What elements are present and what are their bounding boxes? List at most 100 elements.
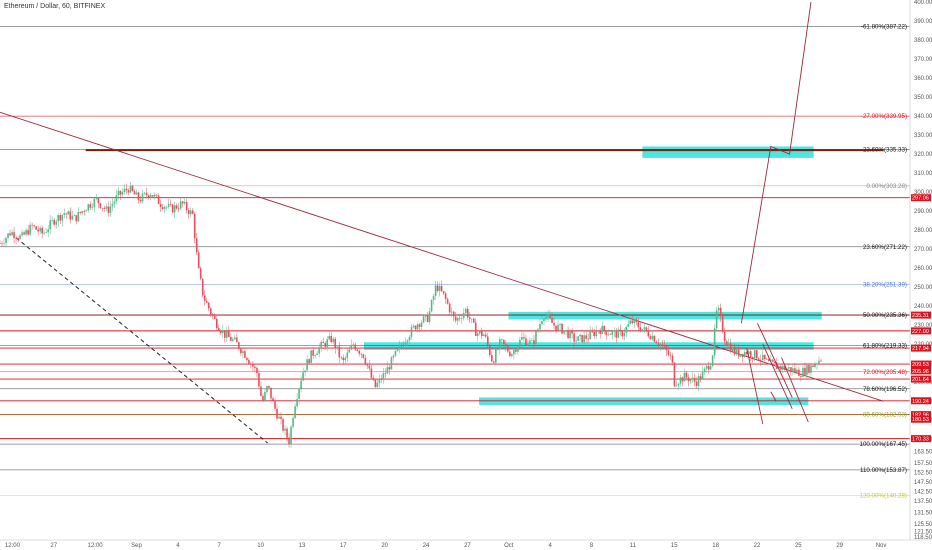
candle-body	[222, 330, 224, 333]
time-tick-label: 17	[340, 543, 347, 549]
time-tick-label: 10	[257, 543, 264, 549]
candle-body	[147, 195, 150, 198]
candle-body	[133, 190, 136, 195]
price-tick-label: 300.00	[914, 190, 932, 196]
time-tick-label: 27	[50, 543, 57, 549]
candle-body	[651, 335, 654, 340]
candle-body	[266, 385, 268, 392]
fib-level-label: 0.00%(303.28)	[866, 183, 907, 190]
candle-body	[643, 327, 646, 330]
candle-body	[420, 322, 423, 327]
candle-body	[547, 314, 549, 317]
candle-body	[557, 324, 559, 331]
time-tick-label: 22	[754, 543, 761, 549]
candle-body	[258, 373, 260, 387]
time-tick-label: 12:00	[5, 543, 21, 549]
candle-body	[209, 308, 212, 315]
price-tick-label: 340.00	[914, 114, 932, 120]
price-tag	[911, 411, 931, 419]
candle-body	[527, 343, 529, 346]
candle-body	[213, 315, 216, 319]
candle-body	[607, 334, 610, 336]
price-tick-label: 320.00	[914, 152, 932, 158]
price-tag-label: 217.94	[912, 346, 929, 352]
candle-body	[380, 378, 383, 380]
candle-body	[282, 418, 284, 431]
fib-level-label: 78.60%(196.52)	[863, 386, 907, 393]
candle-body	[673, 362, 676, 387]
candle-body	[687, 377, 690, 382]
candle-body	[491, 354, 493, 362]
candle-body	[448, 303, 451, 313]
candle-body	[360, 353, 363, 355]
candle-body	[649, 336, 652, 340]
candle-body	[53, 219, 55, 225]
time-tick-label: 24	[423, 543, 430, 549]
fib-level-label: -61.80%(387.22)	[861, 23, 907, 30]
candle-body	[497, 348, 499, 350]
fib-level-label: 120.00%(140.28)	[860, 493, 907, 500]
candle-body	[236, 337, 238, 343]
candle-body	[661, 344, 664, 346]
candle-body	[452, 311, 455, 317]
candle-body	[414, 325, 417, 330]
candle-body	[605, 330, 608, 336]
candle-body	[189, 210, 192, 215]
candle-body	[780, 366, 782, 370]
candle-body	[484, 334, 487, 337]
candle-body	[366, 363, 369, 366]
candle-body	[107, 206, 110, 213]
candle-body	[810, 365, 812, 373]
candle-body	[356, 349, 359, 351]
candle-body	[19, 235, 21, 239]
price-tag	[911, 375, 931, 383]
candle-body	[709, 366, 712, 370]
candle-body	[444, 293, 447, 299]
projection-path	[770, 391, 777, 402]
candle-body	[529, 340, 531, 344]
candle-body	[151, 195, 154, 197]
price-tick-label: 260.00	[914, 266, 932, 272]
price-tick-label: 118.50	[914, 535, 932, 541]
candle-body	[183, 201, 186, 204]
fib-level-label: 50.00%(235.36)	[863, 312, 907, 319]
candle-body	[296, 398, 298, 407]
candle-body	[254, 366, 256, 368]
candle-body	[400, 345, 403, 346]
candle-body	[675, 385, 678, 387]
candle-body	[159, 204, 162, 208]
candle-body	[774, 361, 776, 363]
candle-body	[513, 349, 515, 355]
candle-body	[593, 331, 595, 337]
candle-body	[545, 316, 547, 320]
candle-body	[802, 367, 804, 377]
candle-body	[99, 203, 102, 208]
candle-body	[396, 348, 399, 351]
candle-body	[386, 367, 389, 374]
candle-body	[344, 357, 347, 361]
time-tick-label: Sep	[131, 543, 142, 549]
candle-body	[480, 331, 483, 337]
price-tag	[911, 367, 931, 375]
price-tick-label: 280.00	[914, 228, 932, 234]
candle-body	[432, 295, 435, 301]
candle-body	[328, 335, 331, 340]
candle-body	[37, 229, 39, 232]
candle-body	[790, 367, 792, 372]
candle-body	[812, 365, 814, 368]
candle-body	[637, 322, 640, 328]
candle-body	[772, 359, 774, 362]
candle-body	[635, 319, 638, 323]
candle-body	[683, 372, 686, 382]
fib-level-label: 38.20%(251.39)	[863, 282, 907, 289]
candle-body	[493, 361, 495, 363]
candle-body	[33, 225, 35, 227]
candle-body	[695, 381, 698, 387]
projection-path	[746, 347, 764, 425]
candle-body	[541, 321, 543, 324]
time-tick-label: 25	[795, 543, 802, 549]
candle-body	[280, 416, 282, 419]
candle-body	[137, 192, 140, 201]
